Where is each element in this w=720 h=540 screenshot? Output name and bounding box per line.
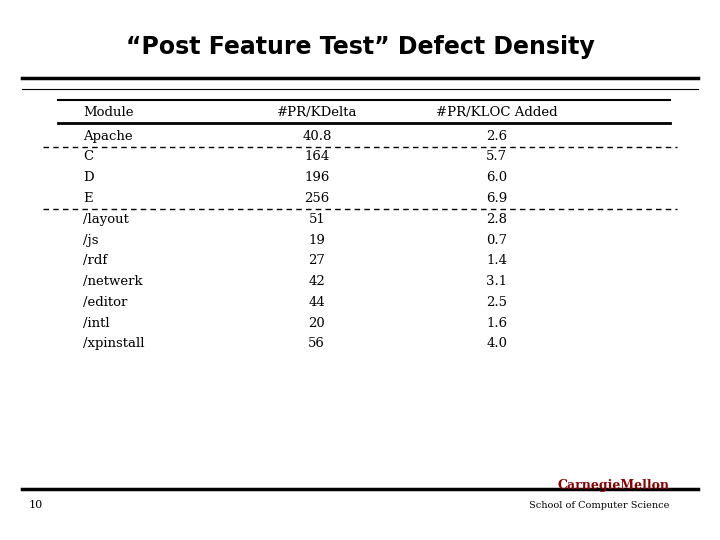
Text: 256: 256	[304, 192, 330, 205]
Text: 51: 51	[308, 213, 325, 226]
Text: 164: 164	[304, 150, 330, 164]
Text: Apache: Apache	[83, 130, 132, 143]
Text: C: C	[83, 150, 93, 164]
Text: 5.7: 5.7	[486, 150, 508, 164]
Text: 1.4: 1.4	[486, 254, 508, 267]
Text: /layout: /layout	[83, 213, 129, 226]
Text: 3.1: 3.1	[486, 275, 508, 288]
Text: /rdf: /rdf	[83, 254, 107, 267]
Text: Module: Module	[83, 106, 133, 119]
Text: 44: 44	[308, 296, 325, 309]
Text: 4.0: 4.0	[486, 338, 508, 350]
Text: 56: 56	[308, 338, 325, 350]
Text: 0.7: 0.7	[486, 233, 508, 247]
Text: /xpinstall: /xpinstall	[83, 338, 144, 350]
Text: 27: 27	[308, 254, 325, 267]
Text: 6.9: 6.9	[486, 192, 508, 205]
Text: D: D	[83, 171, 94, 184]
Text: CarnegieMellon: CarnegieMellon	[557, 480, 670, 492]
Text: 2.8: 2.8	[486, 213, 508, 226]
Text: 20: 20	[308, 316, 325, 330]
Text: School of Computer Science: School of Computer Science	[529, 501, 670, 510]
Text: 2.5: 2.5	[486, 296, 508, 309]
Text: 1.6: 1.6	[486, 316, 508, 330]
Text: 6.0: 6.0	[486, 171, 508, 184]
Text: #PR/KLOC Added: #PR/KLOC Added	[436, 106, 557, 119]
Text: 19: 19	[308, 233, 325, 247]
Text: 10: 10	[29, 500, 43, 510]
Text: /netwerk: /netwerk	[83, 275, 143, 288]
Text: /js: /js	[83, 233, 99, 247]
Text: 196: 196	[304, 171, 330, 184]
Text: 42: 42	[308, 275, 325, 288]
Text: #PR/KDelta: #PR/KDelta	[276, 106, 357, 119]
Text: 40.8: 40.8	[302, 130, 331, 143]
Text: E: E	[83, 192, 92, 205]
Text: /intl: /intl	[83, 316, 109, 330]
Text: 2.6: 2.6	[486, 130, 508, 143]
Text: “Post Feature Test” Defect Density: “Post Feature Test” Defect Density	[125, 35, 595, 59]
Text: /editor: /editor	[83, 296, 127, 309]
